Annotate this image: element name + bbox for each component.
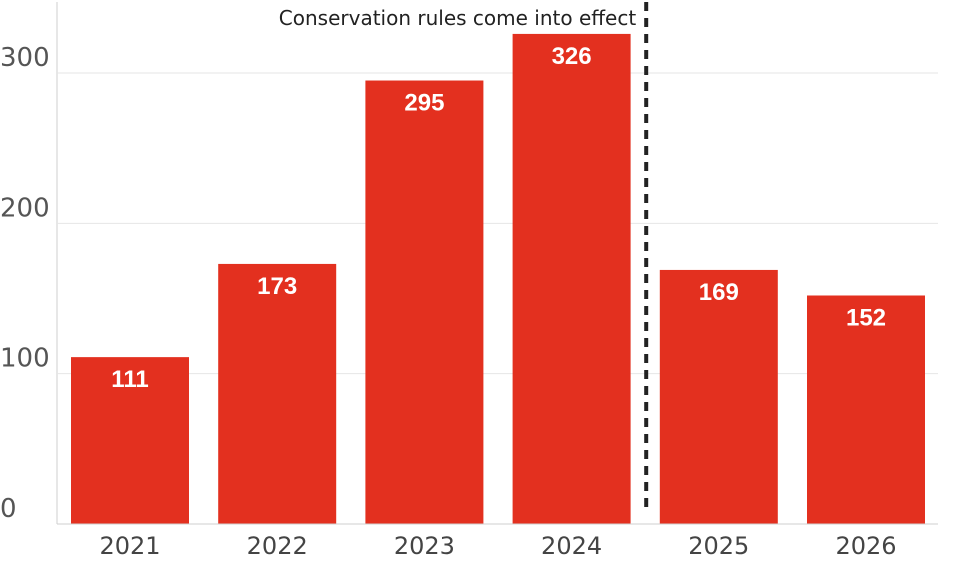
- x-tick-label-2024: 2024: [541, 532, 602, 560]
- bar-2022: [218, 263, 337, 524]
- data-label-2025: 169: [699, 279, 739, 306]
- bar-2024: [512, 33, 631, 525]
- data-label-2021: 111: [111, 366, 148, 393]
- data-label-2024: 326: [552, 43, 592, 70]
- bar-2021: [71, 357, 189, 524]
- y-tick-label: 100: [0, 344, 50, 374]
- data-label-2022: 173: [257, 273, 297, 300]
- x-tick-label-2026: 2026: [835, 532, 896, 560]
- bar-2023: [365, 80, 484, 525]
- x-tick-label-2025: 2025: [688, 532, 749, 560]
- bars: [71, 33, 925, 525]
- x-tick-label-2022: 2022: [247, 532, 308, 560]
- data-labels: 111 173 295 326 169 152: [111, 43, 886, 393]
- annotation-label: Conservation rules come into effect: [279, 6, 637, 30]
- data-label-2026: 152: [846, 304, 886, 331]
- x-axis-tick-labels: 2021 2022 2023 2024 2025 2026: [99, 532, 896, 560]
- x-tick-label-2021: 2021: [99, 532, 160, 560]
- y-tick-label: 200: [0, 193, 50, 223]
- data-label-2023: 295: [404, 90, 444, 117]
- gridlines: [56, 2, 938, 524]
- bar-2026: [807, 295, 925, 524]
- bar-2025: [659, 269, 778, 524]
- y-axis-tick-labels: 0 100 200 300: [0, 43, 50, 524]
- y-tick-label: 0: [0, 494, 17, 524]
- y-tick-label: 300: [0, 43, 50, 73]
- x-tick-label-2023: 2023: [394, 532, 455, 560]
